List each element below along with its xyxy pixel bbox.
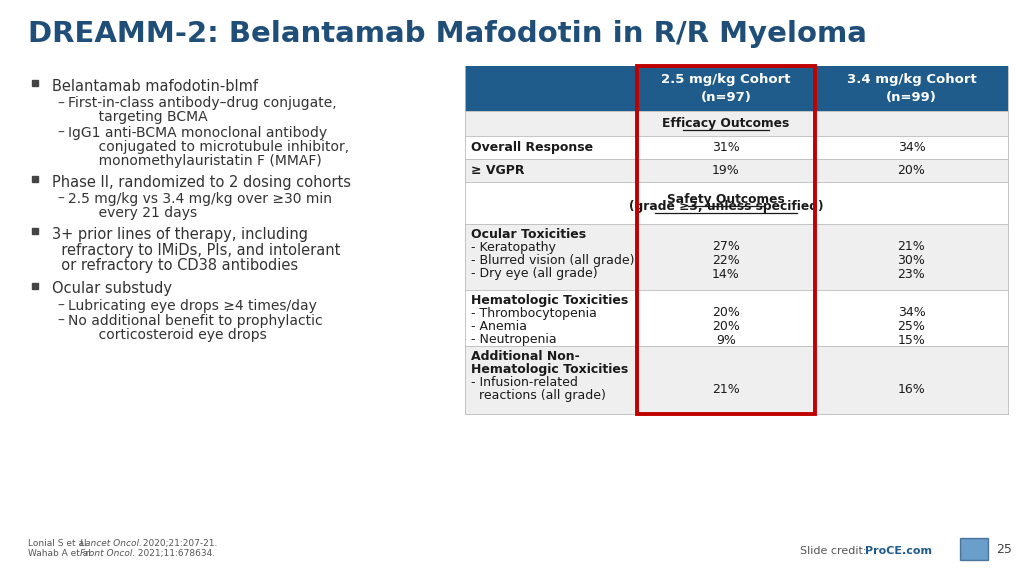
Text: - Thrombocytopenia: - Thrombocytopenia <box>471 306 597 320</box>
Text: conjugated to microtubule inhibitor,: conjugated to microtubule inhibitor, <box>68 139 349 153</box>
Text: (grade ≥3, unless specified): (grade ≥3, unless specified) <box>629 200 823 213</box>
Text: targeting BCMA: targeting BCMA <box>68 111 208 124</box>
Text: - Dry eye (all grade): - Dry eye (all grade) <box>471 267 598 281</box>
Text: 21%: 21% <box>898 241 926 253</box>
Text: –: – <box>57 192 63 206</box>
Text: - Infusion-related: - Infusion-related <box>471 376 578 389</box>
Bar <box>465 224 1008 290</box>
Text: 2021;11:678634.: 2021;11:678634. <box>135 549 215 558</box>
Text: DREAMM-2: Belantamab Mafodotin in R/R Myeloma: DREAMM-2: Belantamab Mafodotin in R/R My… <box>28 20 867 48</box>
Bar <box>465 111 1008 136</box>
Text: Safety Outcomes: Safety Outcomes <box>667 193 784 206</box>
Text: Phase II, randomized to 2 dosing cohorts: Phase II, randomized to 2 dosing cohorts <box>52 175 351 190</box>
Text: Wahab A et al.: Wahab A et al. <box>28 549 96 558</box>
Bar <box>815 66 1008 111</box>
Text: corticosteroid eye drops: corticosteroid eye drops <box>68 328 266 342</box>
Text: 9%: 9% <box>716 334 736 347</box>
Text: Hematologic Toxicities: Hematologic Toxicities <box>471 294 629 307</box>
Text: 3.4 mg/kg Cohort
(n=99): 3.4 mg/kg Cohort (n=99) <box>847 73 976 104</box>
Text: 16%: 16% <box>898 382 926 396</box>
Text: –: – <box>57 299 63 313</box>
Text: 20%: 20% <box>712 320 740 333</box>
Text: ≥ VGPR: ≥ VGPR <box>471 164 524 177</box>
Text: 20%: 20% <box>898 164 926 177</box>
Text: 14%: 14% <box>712 267 740 281</box>
Text: Ocular substudy: Ocular substudy <box>52 282 172 297</box>
Text: Front Oncol.: Front Oncol. <box>80 549 135 558</box>
Text: Hematologic Toxicities: Hematologic Toxicities <box>471 363 629 377</box>
Text: - Anemia: - Anemia <box>471 320 527 333</box>
Text: monomethylauristatin F (MMAF): monomethylauristatin F (MMAF) <box>68 153 322 168</box>
Text: Lonial S et al.: Lonial S et al. <box>28 539 92 548</box>
Text: –: – <box>57 314 63 328</box>
Text: Overall Response: Overall Response <box>471 141 593 154</box>
Text: 19%: 19% <box>712 164 740 177</box>
Text: ProCE.com: ProCE.com <box>865 546 932 556</box>
Text: 25%: 25% <box>898 320 926 333</box>
Text: 3+ prior lines of therapy, including: 3+ prior lines of therapy, including <box>52 227 308 242</box>
Bar <box>465 290 1008 346</box>
Bar <box>637 66 815 111</box>
Text: 25: 25 <box>996 543 1012 556</box>
Text: every 21 days: every 21 days <box>68 206 198 220</box>
Text: Belantamab mafodotin-blmf: Belantamab mafodotin-blmf <box>52 79 258 94</box>
Text: 34%: 34% <box>898 141 926 154</box>
Text: Slide credit:: Slide credit: <box>800 546 870 556</box>
Text: - Keratopathy: - Keratopathy <box>471 241 556 253</box>
Text: 30%: 30% <box>898 254 926 267</box>
Text: 22%: 22% <box>712 254 740 267</box>
Text: Ocular Toxicities: Ocular Toxicities <box>471 228 586 241</box>
Bar <box>465 182 1008 224</box>
Bar <box>637 66 815 414</box>
Bar <box>465 346 1008 414</box>
Text: First-in-class antibody–drug conjugate,: First-in-class antibody–drug conjugate, <box>68 97 337 111</box>
Text: - Blurred vision (all grade): - Blurred vision (all grade) <box>471 254 635 267</box>
Text: 34%: 34% <box>898 306 926 320</box>
Text: 15%: 15% <box>898 334 926 347</box>
Bar <box>465 66 637 111</box>
Text: 31%: 31% <box>712 141 740 154</box>
Text: Efficacy Outcomes: Efficacy Outcomes <box>663 117 790 130</box>
Text: Additional Non-: Additional Non- <box>471 350 580 363</box>
Text: No additional benefit to prophylactic: No additional benefit to prophylactic <box>68 314 323 328</box>
Bar <box>465 159 1008 182</box>
Text: 2020;21:207-21.: 2020;21:207-21. <box>140 539 217 548</box>
Text: 23%: 23% <box>898 267 926 281</box>
Text: reactions (all grade): reactions (all grade) <box>471 389 606 403</box>
Text: IgG1 anti-BCMA monoclonal antibody: IgG1 anti-BCMA monoclonal antibody <box>68 126 327 139</box>
Text: –: – <box>57 97 63 111</box>
Text: 20%: 20% <box>712 306 740 320</box>
Text: 21%: 21% <box>712 382 740 396</box>
Text: - Neutropenia: - Neutropenia <box>471 334 557 347</box>
Text: P: P <box>971 544 978 554</box>
Text: or refractory to CD38 antibodies: or refractory to CD38 antibodies <box>52 258 298 273</box>
Bar <box>961 538 988 560</box>
Text: 27%: 27% <box>712 241 740 253</box>
Text: –: – <box>57 126 63 139</box>
Bar <box>465 136 1008 159</box>
Text: Lancet Oncol.: Lancet Oncol. <box>80 539 142 548</box>
Text: 2.5 mg/kg Cohort
(n=97): 2.5 mg/kg Cohort (n=97) <box>662 73 791 104</box>
Text: refractory to IMiDs, PIs, and intolerant: refractory to IMiDs, PIs, and intolerant <box>52 242 340 257</box>
Text: Lubricating eye drops ≥4 times/day: Lubricating eye drops ≥4 times/day <box>68 299 316 313</box>
Text: 2.5 mg/kg vs 3.4 mg/kg over ≥30 min: 2.5 mg/kg vs 3.4 mg/kg over ≥30 min <box>68 192 332 206</box>
